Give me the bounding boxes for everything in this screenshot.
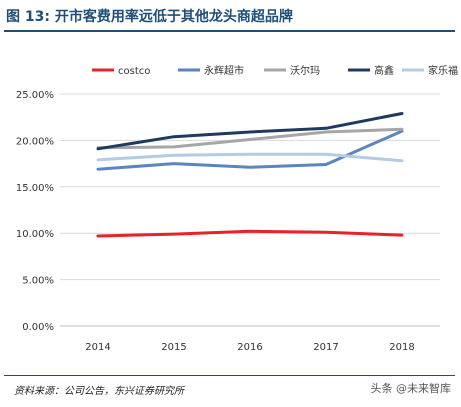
series-line-3 [96,112,404,151]
y-tick-label: 10.00% [16,229,54,240]
watermark: 头条 @未来智库 [370,382,452,395]
chart-grid [60,93,440,327]
x-tick-label: 2017 [313,342,338,353]
chart-legend: costco 永辉超市 沃尔玛 高鑫 家乐福 [92,64,458,77]
legend-label: 沃尔玛 [290,64,320,77]
legend-label: 高鑫 [374,64,394,77]
y-tick-label: 15.00% [16,183,54,194]
legend-label: 永辉超市 [204,64,244,77]
series-line-0 [96,229,404,238]
chart-title: 图 13: 开市客费用率远低于其他龙头商超品牌 [6,9,293,25]
title-divider [4,30,455,32]
x-axis-ticks: 2014 2015 2016 2017 2018 [85,342,414,353]
y-tick-label: 5.00% [22,276,54,287]
x-tick-label: 2016 [237,342,262,353]
y-axis-ticks: 0.00% 5.00% 10.00% 15.00% 20.00% 25.00% [16,90,54,333]
legend-label: 家乐福 [428,64,458,77]
source-note: 资料来源：公司公告，东兴证券研究所 [14,386,184,397]
legend-label: costco [118,66,150,77]
y-tick-label: 0.00% [22,322,54,333]
series-line-2 [96,127,404,150]
chart-series [96,112,404,238]
line-chart: costco 永辉超市 沃尔玛 高鑫 家乐福 0.00% 5.00% 10.00% 15.00… [16,64,458,353]
series-line-1 [96,129,404,171]
x-tick-label: 2018 [389,342,414,353]
source-divider [4,375,455,376]
y-tick-label: 25.00% [16,90,54,101]
y-tick-label: 20.00% [16,136,54,147]
series-line-4 [96,152,404,163]
x-tick-label: 2015 [161,342,186,353]
x-tick-label: 2014 [85,342,110,353]
